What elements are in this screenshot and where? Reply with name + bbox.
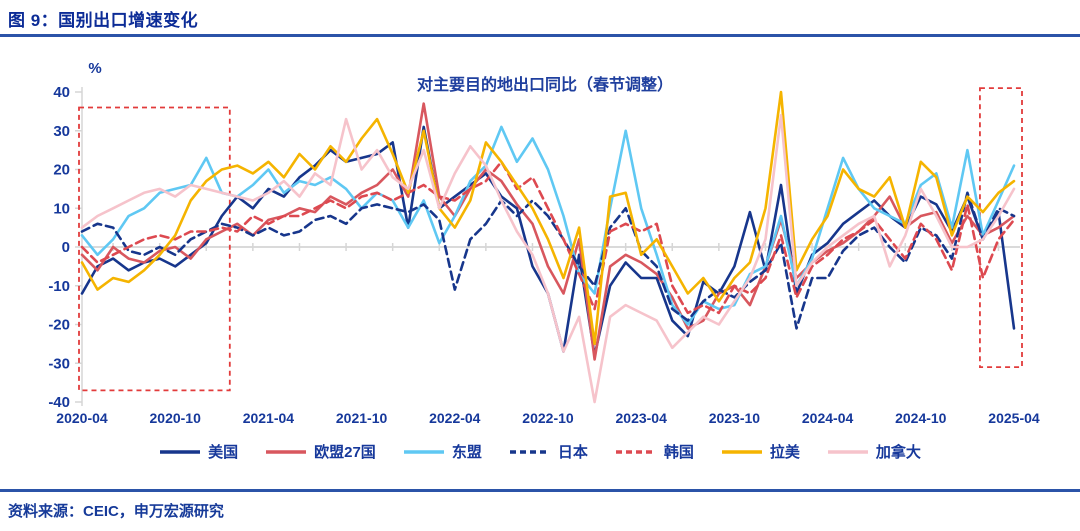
highlight-boxes-group: [78, 87, 1023, 392]
x-axis-tick-label: 2020-10: [150, 410, 202, 426]
series-line-拉美: [80, 90, 1016, 346]
x-axis-tick-label: 2021-04: [243, 410, 295, 426]
legend-label: 欧盟27国: [314, 444, 376, 461]
x-axis-tick-label: 2024-10: [895, 410, 947, 426]
header-divider: [0, 34, 1080, 37]
y-axis-tick-label: 30: [53, 123, 70, 140]
legend-swatch-icon: [827, 449, 868, 454]
series-lines-group: [80, 90, 1016, 404]
legend-swatch-icon: [403, 449, 444, 454]
series-line-加拿大: [80, 114, 1016, 404]
legend-swatch-icon: [509, 449, 550, 454]
chart-canvas: % 对主要目的地出口同比（春节调整） 40 30 20 10 0 -10 -20 -30 -40…: [48, 60, 1040, 426]
legend-item-东盟: 东盟: [403, 441, 482, 462]
footer-divider: [0, 489, 1080, 492]
chart-title: 对主要目的地出口同比（春节调整）: [417, 75, 673, 94]
y-axis-tick-label: -30: [48, 355, 70, 372]
x-axis-tick-label: 2020-04: [56, 410, 108, 426]
highlight-box: [979, 87, 1023, 369]
series-line-欧盟27国: [80, 102, 1016, 361]
legend-item-美国: 美国: [159, 441, 238, 462]
legend-swatch-icon: [266, 449, 307, 454]
y-axis-tick-label: -40: [48, 394, 70, 411]
legend-label: 美国: [208, 444, 239, 461]
y-axis-tick-label: -20: [48, 317, 70, 334]
legend-label: 拉美: [769, 444, 800, 461]
y-axis-tick-label: -10: [48, 278, 70, 295]
legend-swatch-icon: [160, 449, 201, 454]
legend-item-欧盟27国: 欧盟27国: [265, 441, 376, 462]
legend-swatch-icon: [721, 449, 762, 454]
x-axis-tick-label: 2025-04: [988, 410, 1040, 426]
highlight-box: [78, 106, 231, 392]
series-line-韩国: [80, 160, 1016, 315]
x-axis-tick-label: 2024-04: [802, 410, 854, 426]
series-line-日本: [80, 191, 1016, 330]
legend-label: 加拿大: [875, 444, 921, 461]
chart-legend: 美国 欧盟27国 东盟 日本 韩国 拉美 加拿大: [0, 441, 1080, 462]
y-axis-tick-label: 20: [53, 162, 70, 179]
x-axis-tick-label: 2021-10: [336, 410, 388, 426]
legend-item-韩国: 韩国: [615, 441, 694, 462]
axes-group: [75, 87, 1020, 406]
y-axis-tick-label: 40: [53, 84, 70, 101]
legend-item-日本: 日本: [509, 441, 588, 462]
legend-item-加拿大: 加拿大: [827, 441, 921, 462]
x-axis-tick-label: 2022-10: [522, 410, 574, 426]
x-axis-tick-label: 2023-04: [616, 410, 668, 426]
y-axis-tick-label: 10: [53, 200, 70, 217]
y-axis-tick-label: 0: [62, 239, 70, 256]
chart-area: % 对主要目的地出口同比（春节调整） 40 30 20 10 0 -10 -20 -30 -40…: [0, 40, 1080, 436]
figure-title: 图 9：国别出口增速变化: [8, 11, 199, 30]
x-axis-tick-label: 2023-10: [709, 410, 761, 426]
legend-label: 日本: [557, 444, 588, 461]
y-axis-unit-label: %: [88, 60, 101, 77]
legend-swatch-icon: [615, 449, 656, 454]
legend-label: 东盟: [451, 444, 482, 461]
legend-item-拉美: 拉美: [721, 441, 800, 462]
legend-label: 韩国: [663, 444, 694, 461]
data-source: 资料来源：CEIC，申万宏源研究: [8, 503, 224, 520]
x-axis-tick-label: 2022-04: [429, 410, 481, 426]
